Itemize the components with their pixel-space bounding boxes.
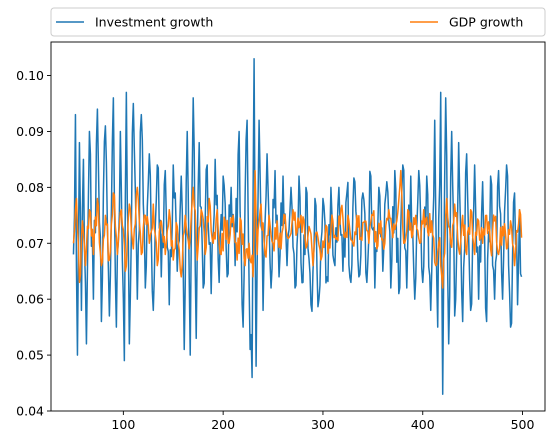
legend: Investment growth GDP growth [50, 7, 546, 37]
legend-box [50, 7, 546, 37]
legend-label-gdp-growth: GDP growth [449, 15, 523, 30]
y-tick-label: 0.08 [16, 180, 44, 195]
series-line-investment-growth [72, 58, 523, 395]
y-tick-label: 0.04 [16, 404, 44, 419]
x-axis: 100 200 300 400 500 [111, 411, 535, 432]
legend-label-investment-growth: Investment growth [95, 15, 213, 30]
y-axis: 0.04 0.05 0.06 0.07 0.08 0.09 0.10 [16, 68, 51, 419]
series-line-gdp-growth [72, 169, 523, 289]
x-tick-label: 300 [311, 417, 335, 432]
y-tick-label: 0.09 [16, 124, 44, 139]
x-tick-label: 400 [411, 417, 435, 432]
series-layer [72, 58, 523, 395]
plot-frame [50, 41, 546, 412]
y-tick-label: 0.05 [16, 348, 44, 363]
y-tick-label: 0.06 [16, 292, 44, 307]
x-tick-label: 200 [211, 417, 235, 432]
y-tick-label: 0.10 [16, 68, 44, 83]
y-tick-label: 0.07 [16, 236, 44, 251]
x-tick-label: 500 [511, 417, 535, 432]
x-tick-label: 100 [111, 417, 135, 432]
